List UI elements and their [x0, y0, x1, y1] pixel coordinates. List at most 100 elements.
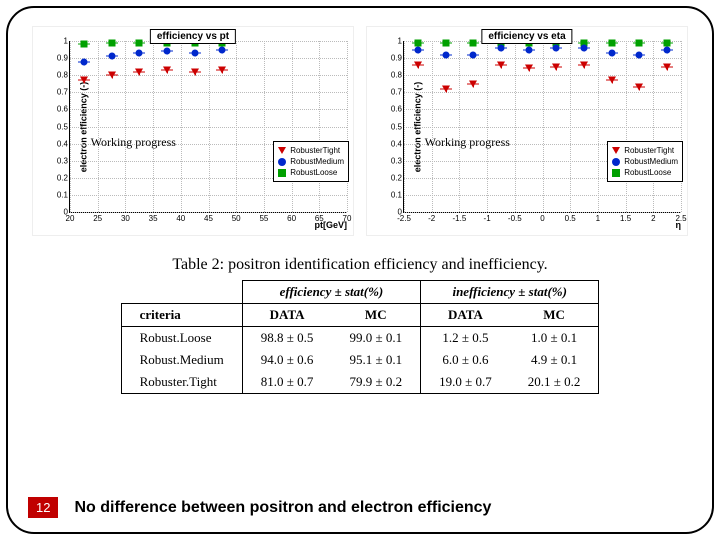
- col-mc: MC: [510, 304, 599, 327]
- page-number-badge: 12: [28, 497, 58, 518]
- data-point-loose: [636, 39, 643, 46]
- conclusion-text: No difference between positron and elect…: [74, 499, 491, 517]
- y-tick: 0.6: [57, 105, 70, 114]
- x-tick: -2: [428, 212, 435, 223]
- data-point-medium: [191, 49, 198, 56]
- slide-frame: efficiency vs pt electron efficiency (-)…: [6, 6, 714, 534]
- working-progress-label: Working progress: [425, 135, 510, 150]
- cell-ineff-mc: 1.0 ± 0.1: [510, 327, 599, 350]
- cell-criteria: Robust.Loose: [121, 327, 242, 350]
- cell-eff-mc: 99.0 ± 0.1: [331, 327, 420, 350]
- legend-item-tight: RobusterTight: [278, 146, 344, 155]
- legend: RobusterTight RobustMedium RobustLoose: [273, 141, 349, 182]
- table-row: Robust.Medium94.0 ± 0.695.1 ± 0.16.0 ± 0…: [121, 349, 599, 371]
- data-point-tight: [663, 63, 671, 70]
- data-point-tight: [552, 63, 560, 70]
- chart-efficiency-vs-pt: efficiency vs pt electron efficiency (-)…: [32, 26, 354, 236]
- data-point-loose: [470, 39, 477, 46]
- col-mc: MC: [331, 304, 420, 327]
- x-tick: 50: [232, 212, 241, 223]
- x-tick: 70: [343, 212, 352, 223]
- legend-label: RobusterTight: [624, 146, 674, 155]
- legend-label: RobusterTight: [290, 146, 340, 155]
- y-tick: 0.2: [391, 173, 404, 182]
- data-point-medium: [442, 51, 449, 58]
- plot-area-eta: electron efficiency (-) η 00.10.20.30.40…: [403, 41, 681, 213]
- cell-criteria: Robust.Medium: [121, 349, 242, 371]
- cell-eff-mc: 95.1 ± 0.1: [331, 349, 420, 371]
- y-tick: 0.9: [391, 54, 404, 63]
- legend-label: RobustMedium: [290, 157, 344, 166]
- x-tick: -2.5: [397, 212, 411, 223]
- circle-icon: [278, 158, 286, 166]
- square-icon: [612, 169, 620, 177]
- footer: 12 No difference between positron and el…: [28, 497, 688, 518]
- data-point-medium: [664, 46, 671, 53]
- y-tick: 0.1: [391, 190, 404, 199]
- table-row: Robust.Loose98.8 ± 0.599.0 ± 0.11.2 ± 0.…: [121, 327, 599, 350]
- data-point-tight: [635, 84, 643, 91]
- y-tick: 0.9: [57, 54, 70, 63]
- cell-ineff-mc: 4.9 ± 0.1: [510, 349, 599, 371]
- data-point-medium: [163, 48, 170, 55]
- plot-area-pt: electron efficiency (-) pt[GeV] 00.10.20…: [69, 41, 347, 213]
- x-tick: 0: [540, 212, 544, 223]
- y-tick: 0.7: [57, 88, 70, 97]
- y-tick: 0.5: [57, 122, 70, 131]
- data-point-tight: [414, 61, 422, 68]
- cell-ineff-data: 1.2 ± 0.5: [421, 327, 510, 350]
- x-tick: 1.5: [620, 212, 631, 223]
- data-point-medium: [608, 49, 615, 56]
- working-progress-label: Working progress: [91, 135, 176, 150]
- x-tick: -1.5: [452, 212, 466, 223]
- data-point-tight: [163, 67, 171, 74]
- y-tick: 0.3: [391, 156, 404, 165]
- data-point-medium: [553, 44, 560, 51]
- chart-efficiency-vs-eta: efficiency vs eta electron efficiency (-…: [366, 26, 688, 236]
- legend-item-medium: RobustMedium: [278, 157, 344, 166]
- data-point-loose: [108, 39, 115, 46]
- cell-eff-data: 98.8 ± 0.5: [242, 327, 331, 350]
- col-group-inefficiency: inefficiency ± stat(%): [421, 281, 599, 304]
- x-tick: 2: [651, 212, 655, 223]
- data-point-medium: [136, 49, 143, 56]
- data-point-tight: [80, 77, 88, 84]
- y-tick: 0.1: [57, 190, 70, 199]
- legend-item-medium: RobustMedium: [612, 157, 678, 166]
- col-group-efficiency: efficiency ± stat(%): [242, 281, 420, 304]
- data-point-medium: [414, 46, 421, 53]
- x-tick: 55: [259, 212, 268, 223]
- col-data: DATA: [421, 304, 510, 327]
- table-row: Robuster.Tight81.0 ± 0.779.9 ± 0.219.0 ±…: [121, 371, 599, 394]
- cell-eff-mc: 79.9 ± 0.2: [331, 371, 420, 394]
- chart-title: efficiency vs eta: [481, 29, 572, 44]
- y-tick: 0.3: [57, 156, 70, 165]
- data-point-medium: [525, 46, 532, 53]
- y-tick: 0.5: [391, 122, 404, 131]
- y-tick: 0.8: [57, 71, 70, 80]
- efficiency-table: efficiency ± stat(%) inefficiency ± stat…: [121, 280, 600, 394]
- triangle-icon: [278, 147, 286, 154]
- data-point-medium: [497, 44, 504, 51]
- x-tick: 45: [204, 212, 213, 223]
- data-point-loose: [608, 39, 615, 46]
- data-point-tight: [442, 85, 450, 92]
- x-tick: 65: [315, 212, 324, 223]
- chart-title: efficiency vs pt: [150, 29, 236, 44]
- x-tick: 25: [93, 212, 102, 223]
- table-body: Robust.Loose98.8 ± 0.599.0 ± 0.11.2 ± 0.…: [121, 327, 599, 394]
- data-point-tight: [497, 61, 505, 68]
- cell-ineff-data: 19.0 ± 0.7: [421, 371, 510, 394]
- y-tick: 0.4: [57, 139, 70, 148]
- legend-item-loose: RobustLoose: [612, 168, 678, 177]
- data-point-medium: [219, 46, 226, 53]
- y-tick: 0.2: [57, 173, 70, 182]
- x-tick: 2.5: [675, 212, 686, 223]
- y-tick: 0.6: [391, 105, 404, 114]
- data-point-medium: [108, 53, 115, 60]
- cell-criteria: Robuster.Tight: [121, 371, 242, 394]
- x-tick: -0.5: [508, 212, 522, 223]
- charts-row: efficiency vs pt electron efficiency (-)…: [32, 26, 688, 236]
- x-tick: 30: [121, 212, 130, 223]
- data-point-medium: [636, 51, 643, 58]
